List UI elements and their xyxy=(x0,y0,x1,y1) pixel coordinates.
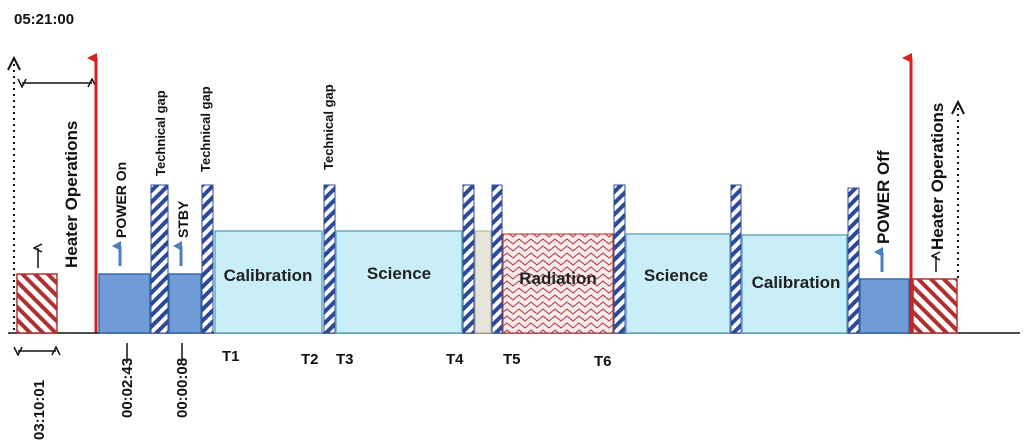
technical-gap-1-bar xyxy=(150,184,169,334)
time-mark-t6: T6 xyxy=(594,353,612,370)
time-mark-t5: T5 xyxy=(503,351,521,368)
power-on-block xyxy=(98,273,151,334)
gap-bar-t4 xyxy=(462,184,475,334)
timestamp-top: 05:21:00 xyxy=(14,11,74,28)
duration-stby: 00:00:08 xyxy=(174,358,191,418)
calibration-block-2 xyxy=(741,234,848,334)
idle-block xyxy=(474,230,492,334)
duration-heater-left: 03:10:01 xyxy=(31,380,48,440)
power-off-block xyxy=(859,278,910,334)
dotted-arrow-head-icon xyxy=(951,99,965,115)
calibration-1-label: Calibration xyxy=(224,266,313,285)
technical-gap-3-bar xyxy=(323,184,336,334)
science-block-1 xyxy=(335,230,463,334)
heater-block-left xyxy=(16,273,58,334)
science-1-label: Science xyxy=(367,264,431,283)
time-mark-t1: T1 xyxy=(222,348,240,365)
duration-power-on: 00:02:43 xyxy=(119,358,136,418)
power-on-label: POWER On xyxy=(113,162,129,238)
calibration-2-label: Calibration xyxy=(752,273,841,292)
time-mark-t4: T4 xyxy=(446,351,464,368)
time-mark-t3: T3 xyxy=(336,351,354,368)
technical-gap-2-bar xyxy=(201,184,214,334)
gap-bar-after-calibration-2 xyxy=(847,187,860,334)
calibration-block-1 xyxy=(214,230,323,334)
radiation-block xyxy=(502,233,614,334)
stby-block xyxy=(168,273,202,334)
technical-gap-2-label: Technical gap xyxy=(198,86,213,172)
science-2-label: Science xyxy=(644,266,708,285)
technical-gap-1-label: Technical gap xyxy=(153,90,168,176)
gap-bar-t6 xyxy=(613,184,626,334)
heater-block-right xyxy=(912,278,958,334)
time-mark-t2: T2 xyxy=(301,351,319,368)
science-block-2 xyxy=(625,233,731,334)
gap-bar-t5 xyxy=(491,184,503,334)
gap-bar-after-science-2 xyxy=(730,184,742,334)
stby-label: STBY xyxy=(175,200,191,238)
heater-operations-left-label: Heater Operations xyxy=(62,121,81,268)
heater-operations-right-label: Heater Operations xyxy=(928,103,947,250)
radiation-label: Radiation xyxy=(519,269,596,288)
power-off-label: POWER Off xyxy=(874,150,893,244)
dotted-arrow-head-icon xyxy=(7,55,21,71)
technical-gap-3-label: Technical gap xyxy=(321,84,336,170)
